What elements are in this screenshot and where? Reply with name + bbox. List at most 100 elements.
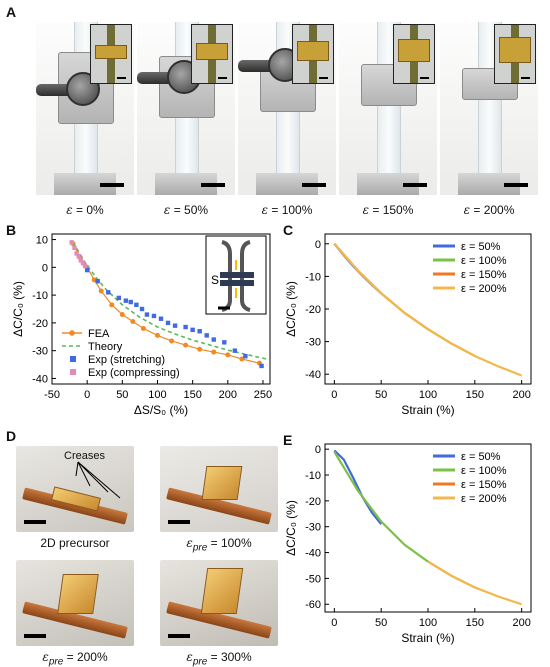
y-tick-label: 10 [36, 235, 48, 247]
crease-arrows [75, 461, 121, 499]
x-tick-label: 50 [116, 389, 128, 401]
inset-scale-bar [117, 77, 126, 79]
panel-letter-c: C [283, 222, 294, 238]
strain-photo [36, 22, 134, 195]
data-point [134, 302, 139, 308]
strain-caption-0: ε = 0% [36, 203, 134, 217]
data-point [91, 277, 97, 283]
y-axis-label: ΔC/C₀ (%) [285, 281, 298, 337]
chart-c: 0 50 100 150 200 0 -10 -20 -30 -40 Strain (%) ΔC/C₀… [285, 233, 532, 417]
data-point [139, 306, 145, 312]
electrode-pad [196, 43, 228, 60]
arrow-icon [77, 461, 109, 493]
data-point [211, 337, 216, 342]
y-tick-label: 0 [315, 239, 321, 251]
data-point [225, 352, 231, 358]
y-tick-label: -20 [305, 304, 321, 316]
x-tick-label: 0 [331, 389, 337, 401]
arrow-icon [75, 461, 79, 477]
data-point [183, 342, 189, 348]
electrode-inset [292, 24, 334, 84]
x-tick-label: 200 [512, 617, 530, 629]
electrode-schematic-inset: S [205, 235, 267, 315]
caption-text: = 0% [72, 203, 104, 217]
y-tick-label: -20 [32, 318, 48, 330]
lower-clamp [54, 173, 116, 195]
data-point [190, 327, 195, 333]
data-point [211, 349, 217, 355]
x-tick-label: 50 [375, 389, 387, 401]
data-point [151, 313, 157, 319]
arrow-icon [77, 461, 91, 487]
inset-scale-bar [521, 77, 530, 79]
data-point [158, 316, 164, 321]
legend-label: ε = 150% [461, 269, 507, 281]
legend-label: ε = 50% [461, 241, 501, 253]
y-tick-label: -40 [305, 369, 321, 381]
legend-label: ε = 200% [461, 493, 507, 505]
y-axis-label: ΔC/C₀ (%) [11, 281, 25, 337]
x-tick-label: 200 [219, 389, 237, 401]
caption-text: = 150% [369, 203, 414, 217]
inset-scale-bar [218, 77, 227, 79]
legend-label: Exp (stretching) [88, 354, 165, 366]
scale-bar [302, 183, 326, 187]
buckled-structure-photo [160, 446, 278, 532]
data-point [116, 295, 122, 301]
plot-frame [51, 233, 271, 385]
data-point [74, 251, 79, 256]
caption-text: = 200% [63, 650, 108, 664]
x-tick-label: 100 [419, 389, 437, 401]
precursor-caption-2: εpre = 200% [16, 650, 134, 667]
y-tick-label: 0 [315, 444, 321, 456]
legend-label: ε = 200% [461, 283, 507, 295]
inset-scale-bar [319, 77, 328, 79]
data-point [119, 312, 125, 318]
panel-letter-a: A [6, 4, 17, 20]
strain-photo [339, 22, 437, 195]
area-label: S [211, 273, 219, 287]
series-line [333, 449, 383, 525]
epsilon-symbol: ε [186, 536, 193, 550]
electrode-pad [499, 37, 531, 63]
y-tick-label: -30 [305, 337, 321, 349]
scale-bar [24, 520, 46, 524]
subscript: pre [48, 656, 64, 667]
x-tick-label: 150 [183, 389, 201, 401]
data-point [109, 302, 115, 308]
electrode-inset [494, 24, 536, 84]
data-point [154, 332, 160, 338]
creases-label: Creases [64, 450, 105, 462]
data-point [78, 258, 84, 263]
caption-text: = 100% [207, 536, 252, 550]
data-point [69, 240, 74, 245]
subscript: pre [192, 656, 208, 667]
series-line [333, 243, 523, 377]
electrode-inset [393, 24, 435, 84]
data-point [183, 324, 188, 330]
data-point [222, 340, 227, 345]
series-line [72, 241, 267, 360]
chart-e: 0 50 100 150 200 0 -10 -20 -30 -40 -50 -60 Strain (%… [285, 443, 532, 645]
data-point [82, 263, 88, 269]
electrode-pad [398, 39, 430, 62]
x-tick-label: 50 [375, 617, 387, 629]
data-point [123, 298, 129, 303]
x-tick-label: 0 [84, 389, 90, 401]
scale-bar [504, 183, 528, 187]
legend-marker [70, 356, 76, 362]
data-point [76, 254, 81, 259]
panel-letter-e: E [283, 432, 293, 448]
data-point [197, 329, 202, 334]
scale-bar [168, 634, 190, 638]
legend-label: ε = 100% [461, 255, 507, 267]
epsilon-symbol: ε [163, 203, 171, 217]
legend-label: ε = 150% [461, 479, 507, 491]
data-point [98, 288, 104, 294]
data-point [72, 245, 77, 251]
data-point [239, 356, 245, 362]
electrode-pad [95, 45, 127, 59]
precursor-caption-1: εpre = 100% [160, 536, 278, 553]
scale-bar [100, 183, 124, 187]
x-tick-label: 150 [466, 389, 484, 401]
